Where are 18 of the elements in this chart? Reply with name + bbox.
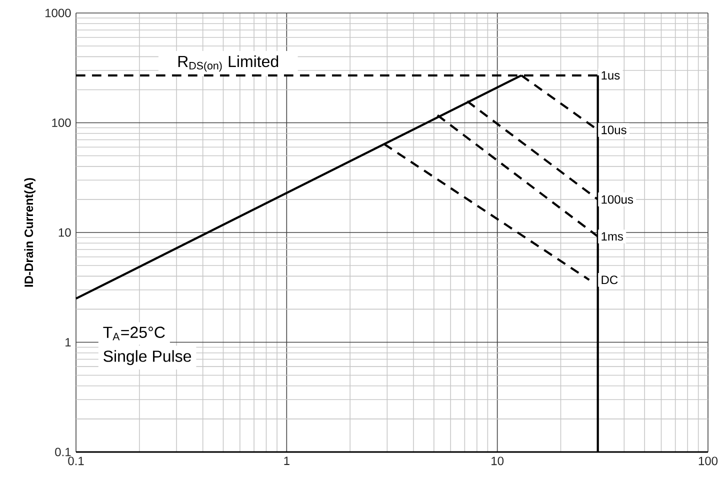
- y-tick-label: 100: [52, 118, 71, 127]
- x-tick-label: 10: [492, 456, 504, 466]
- series-label: 1ms: [602, 232, 623, 241]
- y-tick-label: 1000: [46, 8, 71, 18]
- y-axis-title: ID-Drain Current(A): [24, 178, 36, 287]
- y-tick-label: 1: [66, 338, 71, 346]
- x-tick-label: 100: [698, 456, 718, 466]
- series-label: 1us: [602, 71, 620, 80]
- annotation: R$_{DS(on)}$ Limited: [178, 55, 278, 72]
- series-label: 10us: [602, 126, 626, 134]
- annotation: T$_{A}$=25°C: [103, 326, 165, 340]
- x-tick-label: 0.1: [68, 456, 84, 466]
- y-tick-label: 0.1: [55, 448, 71, 456]
- series-label: DC: [602, 276, 618, 284]
- annotation: Single Pulse: [104, 350, 192, 366]
- y-tick-label: 10: [58, 228, 71, 237]
- series-label: 100us: [602, 195, 634, 204]
- x-tick-label: 1: [284, 456, 290, 465]
